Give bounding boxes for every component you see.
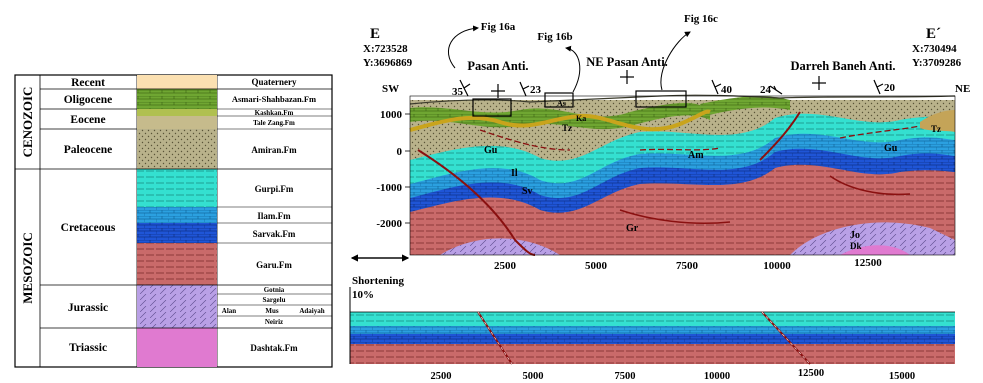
period-cretaceous: Cretaceous <box>61 222 116 234</box>
unit-label-tz: Tz <box>562 123 572 133</box>
period-triassic: Triassic <box>69 342 107 354</box>
formation-garu: Garu.Fm <box>256 260 292 270</box>
formation-mus: Mus <box>265 307 279 315</box>
era-mesozoic: MESOZOIC <box>20 232 35 304</box>
swatch-jurassic <box>137 285 217 328</box>
period-jurassic: Jurassic <box>68 302 108 314</box>
x-tick-12500: 12500 <box>854 257 882 269</box>
label-fig-16c: Fig 16c <box>684 13 718 25</box>
swatch-sarvak <box>137 223 217 243</box>
restored-x-tick-5000: 5000 <box>523 371 544 382</box>
depth-tick-minus-1000: -1000 <box>376 182 402 194</box>
period-paleocene: Paleocene <box>64 144 113 156</box>
unit-label-gu-right: Gu <box>884 143 898 154</box>
x-tick-2500: 2500 <box>494 260 517 272</box>
era-cenozoic: CENOZOIC <box>20 87 35 158</box>
endpoint-right-label: E´ <box>926 26 941 42</box>
formation-quaternary: Quaternery <box>252 77 297 87</box>
label-fig-16b: Fig 16b <box>537 31 572 43</box>
restored-section <box>349 287 955 365</box>
depth-tick-0: 0 <box>397 146 403 158</box>
formation-alan: Alan <box>222 307 237 315</box>
formation-dashtak: Dashtak.Fm <box>250 343 298 353</box>
unit-label-dk: Dk <box>850 241 862 251</box>
label-fig-16a: Fig 16a <box>481 21 516 33</box>
anticline-symbol <box>491 70 826 98</box>
formation-asmari: Asmari-Shahbazan.Fm <box>232 94 316 104</box>
formation-talezang: Tale Zang.Fm <box>253 119 295 127</box>
stratigraphic-column: CENOZOIC MESOZOIC Recent Oligocene Eocen… <box>14 74 333 368</box>
swatch-garu <box>137 243 217 285</box>
formation-neiriz: Neiriz <box>265 318 283 326</box>
swatch-kashkan <box>137 109 217 116</box>
restored-x-tick-10000: 10000 <box>704 371 730 382</box>
x-tick-10000: 10000 <box>763 260 791 272</box>
swatch-amiran <box>137 129 217 169</box>
period-oligocene: Oligocene <box>64 94 113 106</box>
label-ne-pasan-anticline: NE Pasan Anti. <box>586 55 668 69</box>
direction-sw: SW <box>382 83 399 95</box>
dip-23: 23 <box>530 84 542 96</box>
unit-label-as: As <box>557 99 566 108</box>
swatch-talezang <box>137 116 217 129</box>
label-darreh-baneh-anticline: Darreh Baneh Anti. <box>791 59 896 73</box>
unit-label-gu-left: Gu <box>484 145 498 156</box>
swatch-quaternary <box>137 75 217 89</box>
period-recent: Recent <box>71 77 105 89</box>
formation-gotnia: Gotnia <box>264 286 285 294</box>
formation-sarvak: Sarvak.Fm <box>253 229 296 239</box>
unit-label-sv: Sv <box>522 186 533 197</box>
formation-amiran: Amiran.Fm <box>251 145 297 155</box>
unit-label-ka: Ka <box>576 114 586 123</box>
restored-x-tick-15000: 15000 <box>889 371 915 382</box>
formation-sargelu: Sargelu <box>263 296 286 304</box>
dip-40: 40 <box>721 84 733 96</box>
period-eocene: Eocene <box>70 114 105 126</box>
direction-ne: NE <box>955 83 970 95</box>
shortening-label: Shortening <box>352 275 404 287</box>
shortening-value: 10% <box>352 289 374 301</box>
dip-24: 24 <box>760 84 772 96</box>
dip-35: 35 <box>452 86 464 98</box>
formation-adaiyah: Adaiyah <box>299 307 324 315</box>
endpoint-left-y: Y:3696869 <box>363 57 413 69</box>
unit-label-tz-right: Tz <box>931 124 941 134</box>
swatch-ilam <box>137 207 217 223</box>
cross-section <box>350 25 956 262</box>
endpoint-right-x: X:730494 <box>912 43 957 55</box>
unit-label-il: Il <box>511 168 518 179</box>
unit-label-am: Am <box>688 150 704 161</box>
unit-label-jo: Jo <box>850 230 860 241</box>
swatch-dashtak <box>137 328 217 367</box>
depth-tick-minus-2000: -2000 <box>376 218 402 230</box>
formation-ilam: Ilam.Fm <box>257 211 291 221</box>
x-tick-5000: 5000 <box>585 260 608 272</box>
endpoint-right-y: Y:3709286 <box>912 57 962 69</box>
formation-kashkan: Kashkan.Fm <box>255 109 294 117</box>
unit-label-gr: Gr <box>626 223 639 234</box>
endpoint-left-x: X:723528 <box>363 43 408 55</box>
restored-x-tick-7500: 7500 <box>615 371 636 382</box>
formation-gurpi: Gurpi.Fm <box>255 184 294 194</box>
restored-x-tick-12500: 12500 <box>798 368 824 379</box>
endpoint-left-label: E <box>370 26 380 42</box>
depth-tick-1000: 1000 <box>380 109 403 121</box>
x-tick-7500: 7500 <box>676 260 699 272</box>
label-pasan-anticline: Pasan Anti. <box>467 59 528 73</box>
swatch-gurpi <box>137 169 217 207</box>
dip-20: 20 <box>884 82 896 94</box>
restored-x-tick-2500: 2500 <box>431 371 452 382</box>
dip-symbol <box>459 79 884 97</box>
swatch-asmari <box>137 89 217 109</box>
